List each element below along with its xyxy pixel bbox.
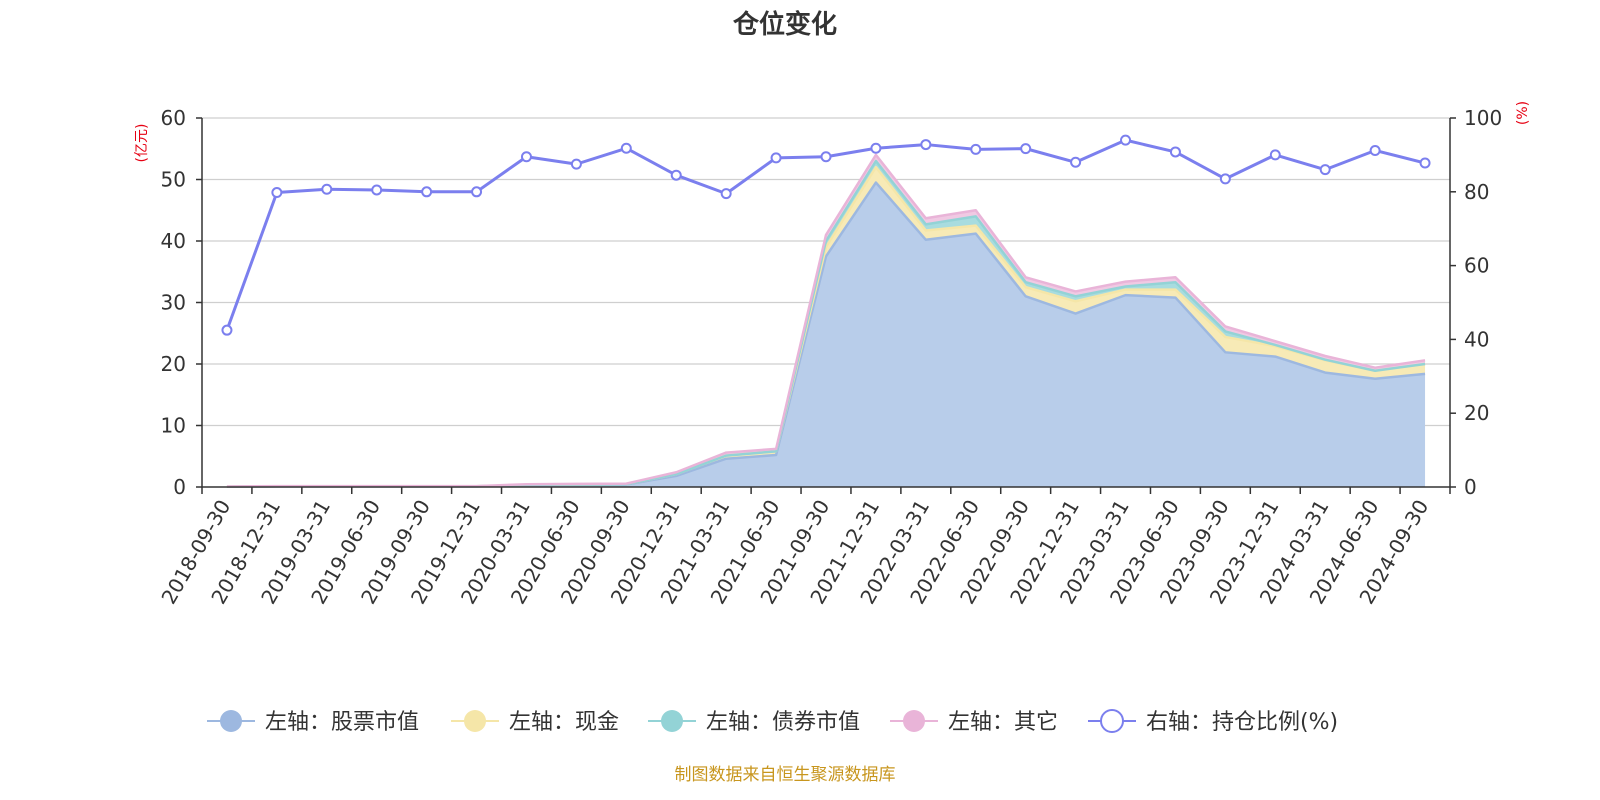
- legend-item[interactable]: 左轴：其它: [890, 710, 1058, 735]
- ratio-point: [970, 143, 982, 155]
- ratio-point: [371, 184, 383, 196]
- ratio-point: [670, 169, 682, 181]
- ratio-point: [870, 142, 882, 154]
- legend-item[interactable]: 右轴：持仓比例(%): [1088, 709, 1338, 735]
- legend-label: 左轴：现金: [509, 710, 619, 735]
- ratio-point: [820, 151, 832, 163]
- ratio-point: [570, 158, 582, 170]
- legend-marker: [1100, 709, 1124, 733]
- ratio-point: [1070, 156, 1082, 168]
- right-axis-unit: (%): [1515, 101, 1531, 125]
- ratio-line: [221, 134, 1431, 336]
- ratio-point: [271, 187, 283, 199]
- ratio-point: [1169, 146, 1181, 158]
- legend-label: 右轴：持仓比例(%): [1146, 710, 1338, 735]
- legend-label: 左轴：股票市值: [265, 710, 419, 735]
- ratio-point: [920, 139, 932, 151]
- left-tick-label: 60: [161, 106, 186, 130]
- right-tick-label: 60: [1464, 254, 1489, 278]
- legend-marker: [464, 710, 486, 732]
- right-tick-label: 40: [1464, 327, 1489, 351]
- legend-label: 左轴：债券市值: [706, 710, 860, 735]
- chart-title: 仓位变化: [732, 9, 837, 40]
- left-tick-label: 30: [161, 291, 186, 315]
- legend-item[interactable]: 左轴：债券市值: [648, 710, 860, 735]
- left-tick-label: 10: [161, 414, 186, 438]
- right-tick-label: 80: [1464, 180, 1489, 204]
- ratio-point: [1419, 157, 1431, 169]
- ratio-point: [1020, 143, 1032, 155]
- legend[interactable]: 左轴：股票市值 左轴：现金 左轴：债券市值 左轴：其它 右轴：持仓比例(%): [207, 709, 1338, 735]
- source-note: 制图数据来自恒生聚源数据库: [675, 765, 896, 785]
- ratio-point: [1219, 173, 1231, 185]
- ratio-point: [720, 188, 732, 200]
- area-左轴：股票市值: [226, 182, 1426, 487]
- left-axis-unit: (亿元): [134, 124, 150, 163]
- ratio-point: [770, 152, 782, 164]
- legend-marker: [220, 710, 242, 732]
- left-tick-label: 0: [173, 475, 186, 499]
- right-tick-label: 0: [1464, 475, 1477, 499]
- stacked-areas: [226, 153, 1426, 488]
- legend-label: 左轴：其它: [948, 710, 1058, 735]
- ratio-point: [321, 183, 333, 195]
- left-tick-label: 20: [161, 352, 186, 376]
- ratio-point: [1269, 149, 1281, 161]
- left-tick-label: 40: [161, 229, 186, 253]
- ratio-point: [221, 324, 233, 336]
- ratio-point: [421, 186, 433, 198]
- ratio-point: [1120, 134, 1132, 146]
- area-line-左轴：其它: [226, 153, 1426, 488]
- ratio-point: [520, 151, 532, 163]
- right-tick-label: 100: [1464, 106, 1502, 130]
- left-tick-label: 50: [161, 168, 186, 192]
- ratio-point: [471, 186, 483, 198]
- legend-item[interactable]: 左轴：股票市值: [207, 710, 419, 735]
- ratio-point: [1319, 164, 1331, 176]
- legend-marker: [661, 710, 683, 732]
- ratio-point: [1369, 144, 1381, 156]
- ratio-point: [620, 142, 632, 154]
- right-tick-label: 20: [1464, 401, 1489, 425]
- legend-marker: [903, 710, 925, 732]
- legend-item[interactable]: 左轴：现金: [451, 710, 619, 735]
